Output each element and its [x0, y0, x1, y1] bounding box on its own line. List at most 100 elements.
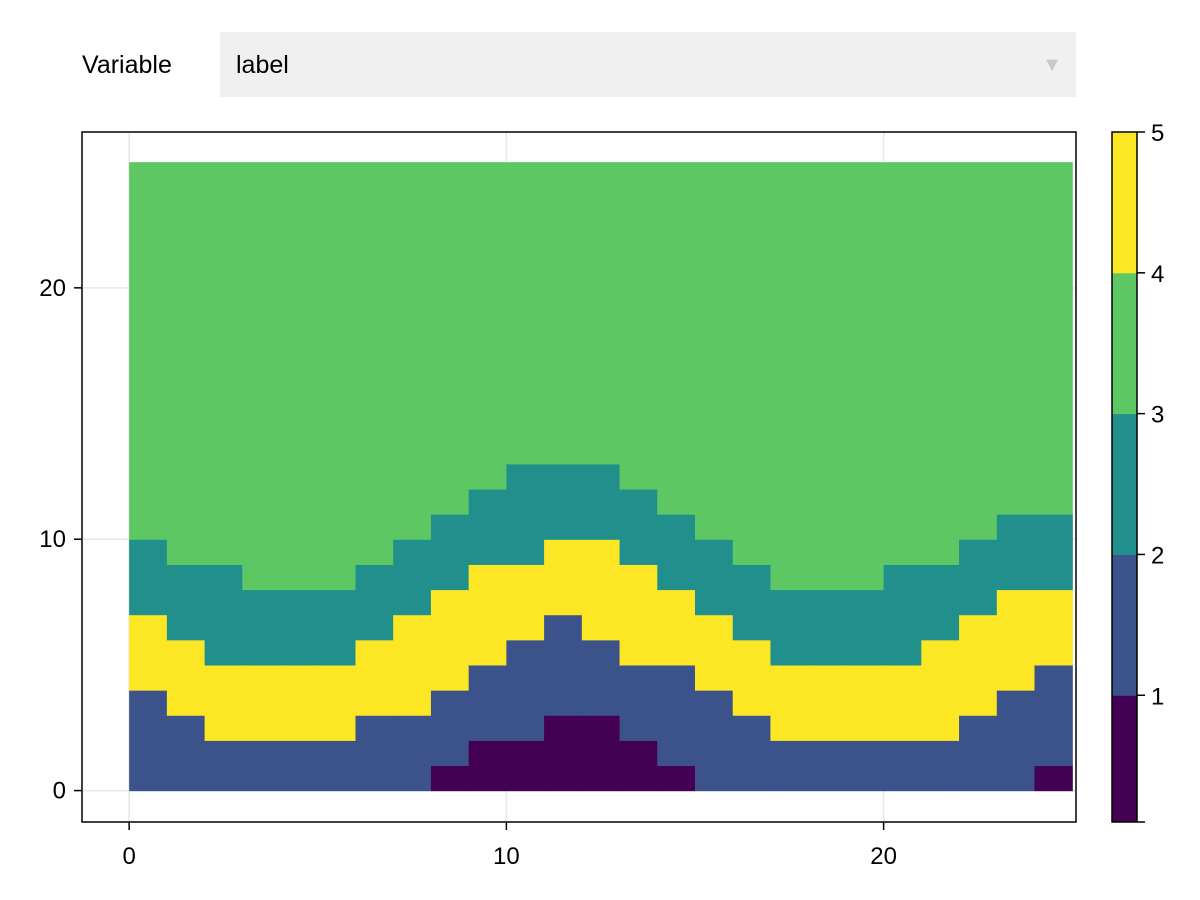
- heatmap-cell-label-2: [129, 690, 168, 792]
- colorbar: 1 2 3 4 5: [1111, 120, 1164, 823]
- heatmap-cell-label-4: [468, 162, 507, 490]
- heatmap-cell-label-3: [204, 564, 243, 666]
- x-tick-label: 10: [493, 843, 520, 870]
- heatmap-cell-label-5: [581, 539, 621, 641]
- heatmap-cell-label-3: [355, 564, 394, 641]
- heatmap-cell-label-1: [619, 740, 658, 792]
- heatmap-cell-label-3: [317, 589, 357, 666]
- heatmap-cell-label-5: [129, 614, 168, 691]
- heatmap-cell-label-1: [430, 765, 470, 792]
- heatmap-cell-label-5: [355, 639, 394, 716]
- heatmap-cell-label-4: [845, 162, 885, 591]
- heatmap-cell-label-2: [959, 715, 998, 792]
- heatmap-cell-label-3: [959, 539, 998, 616]
- x-tick-label: 20: [870, 843, 897, 870]
- heatmap-cell-label-2: [280, 740, 319, 792]
- heatmap-cell-label-3: [581, 463, 621, 540]
- heatmap-cells: [129, 162, 1073, 792]
- heatmap-cell-label-2: [355, 715, 394, 792]
- colorbar-segment-4: [1112, 272, 1137, 415]
- heatmap-cell-label-4: [506, 162, 545, 465]
- heatmap-cell-label-5: [544, 539, 583, 616]
- heatmap-cell-label-5: [242, 664, 281, 741]
- heatmap-cell-label-2: [845, 740, 885, 792]
- heatmap-cell-label-4: [921, 162, 960, 565]
- heatmap-cell-label-2: [808, 740, 847, 792]
- heatmap-cell-label-1: [544, 715, 583, 792]
- heatmap-cell-label-1: [657, 765, 696, 792]
- variable-dropdown[interactable]: label ▼: [220, 32, 1076, 97]
- triangle-down-icon: ▼: [1042, 54, 1062, 76]
- heatmap-cell-label-2: [544, 614, 583, 716]
- heatmap-cell-label-2: [770, 740, 809, 792]
- heatmap-cell-label-5: [770, 664, 809, 741]
- heatmap-cell-label-4: [619, 162, 658, 490]
- heatmap-cell-label-5: [317, 664, 357, 741]
- heatmap-cell-label-5: [808, 664, 847, 741]
- heatmap-cell-label-5: [166, 639, 206, 716]
- heatmap-cell-label-2: [430, 690, 470, 767]
- heatmap-cell-label-3: [845, 589, 885, 666]
- heatmap-cell-label-4: [317, 162, 357, 591]
- heatmap-cell-label-4: [694, 162, 734, 540]
- heatmap-cell-label-5: [280, 664, 319, 741]
- heatmap-cell-label-3: [468, 488, 507, 565]
- heatmap-cell-label-4: [355, 162, 394, 565]
- heatmap-cell-label-4: [996, 162, 1036, 515]
- heatmap-cell-label-4: [393, 162, 432, 540]
- colorbar-segment-5: [1112, 132, 1137, 274]
- y-tick-label: 0: [53, 778, 66, 805]
- heatmap-cell-label-4: [581, 162, 621, 465]
- heatmap-cell-label-1: [1034, 765, 1073, 792]
- heatmap-cell-label-4: [166, 162, 206, 565]
- heatmap-cell-label-3: [619, 488, 658, 565]
- colorbar-tick-label: 1: [1151, 683, 1164, 710]
- heatmap-cell-label-5: [996, 589, 1036, 691]
- heatmap-cell-label-2: [242, 740, 281, 792]
- heatmap-cell-label-2: [317, 740, 357, 792]
- heatmap-cell-label-5: [883, 664, 922, 741]
- heatmap-cell-label-5: [921, 639, 960, 741]
- heatmap-cell-label-2: [694, 690, 734, 792]
- heatmap-cell-label-5: [694, 614, 734, 691]
- heatmap-cell-label-2: [506, 639, 545, 741]
- heatmap-cell-label-3: [883, 564, 922, 666]
- heatmap-cell-label-1: [581, 715, 621, 792]
- heatmap-cell-label-4: [732, 162, 772, 565]
- heatmap-cell-label-3: [129, 539, 168, 616]
- colorbar-frame: [1111, 131, 1138, 823]
- heatmap-cell-label-3: [393, 539, 432, 616]
- heatmap-cell-label-5: [732, 639, 772, 716]
- heatmap-cell-label-2: [166, 715, 206, 792]
- heatmap-cell-label-2: [1034, 664, 1073, 767]
- heatmap-cell-label-3: [544, 463, 583, 540]
- colorbar-tick-label: 5: [1151, 120, 1164, 147]
- heatmap-cell-label-2: [657, 664, 696, 767]
- heatmap-cell-label-4: [808, 162, 847, 591]
- y-tick-label: 20: [39, 275, 66, 302]
- dropdown-selected-value: label: [236, 51, 289, 79]
- heatmap-cell-label-5: [204, 664, 243, 741]
- heatmap-cell-label-2: [921, 740, 960, 792]
- heatmap-cell-label-4: [883, 162, 922, 565]
- plot-frame: [81, 131, 1077, 823]
- heatmap-cell-label-3: [166, 564, 206, 641]
- heatmap-cell-label-2: [883, 740, 922, 792]
- heatmap-cell-label-2: [204, 740, 243, 792]
- heatmap-cell-label-3: [694, 539, 734, 616]
- variable-label: Variable: [82, 51, 172, 79]
- heatmap-cell-label-4: [280, 162, 319, 591]
- heatmap-cell-label-5: [468, 564, 507, 666]
- heatmap-cell-label-3: [921, 564, 960, 641]
- heatmap-cell-label-3: [430, 514, 470, 591]
- heatmap-cell-label-5: [430, 589, 470, 691]
- heatmap-cell-label-1: [468, 740, 507, 792]
- heatmap-cell-label-3: [657, 514, 696, 591]
- heatmap-cell-label-4: [129, 162, 168, 540]
- heatmap-cell-label-2: [581, 639, 621, 716]
- colorbar-tick-label: 2: [1151, 542, 1164, 569]
- heatmap-cell-label-3: [506, 463, 545, 565]
- heatmap-cell-label-3: [280, 589, 319, 666]
- x-axis: 0 10 20: [122, 822, 897, 870]
- x-tick-label: 0: [122, 843, 135, 870]
